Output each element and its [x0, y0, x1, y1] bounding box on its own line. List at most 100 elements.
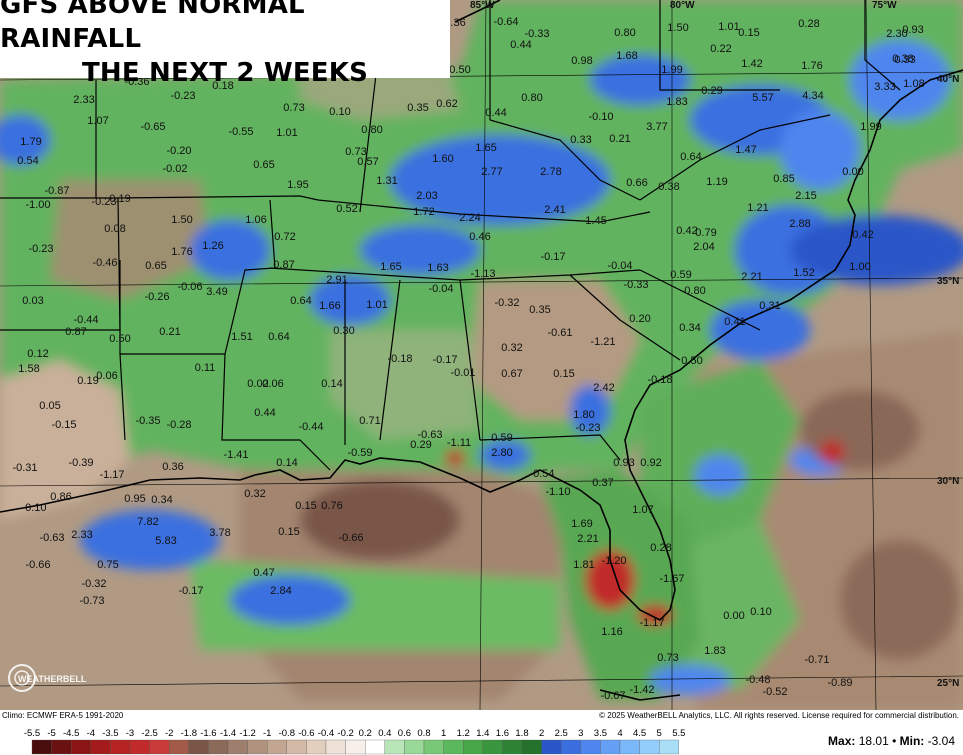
map-value-label: 0.50 [681, 355, 702, 367]
map-value-label: 0.46 [469, 231, 490, 243]
map-value-label: 1.45 [585, 215, 606, 227]
legend-swatch [541, 739, 562, 755]
legend-value-label: 1.2 [457, 728, 470, 739]
lon-label-80w: 80°W [670, 0, 695, 11]
legend-swatch [384, 739, 405, 755]
map-value-label: 1.66 [319, 300, 340, 312]
map-value-label: -0.35 [135, 415, 160, 427]
map-value-label: 0.44 [254, 407, 275, 419]
separator: • [892, 734, 897, 748]
title-line-2: THE NEXT 2 WEEKS [81, 58, 369, 88]
map-value-label: 0.73 [283, 102, 304, 114]
legend-swatch [482, 739, 503, 755]
blue-blob-gulf [230, 575, 350, 625]
lat-label-35n: 35°N [937, 276, 959, 287]
map-value-label: 0.44 [485, 107, 506, 119]
dry-gulf-center [300, 480, 460, 560]
map-value-label: 1.63 [427, 262, 448, 274]
map-value-label: 0.95 [124, 493, 145, 505]
legend-value-label: 1.8 [515, 728, 528, 739]
map-value-label: 1.69 [571, 518, 592, 530]
map-value-label: 0.28 [798, 18, 819, 30]
map-value-label: 0.00 [842, 166, 863, 178]
map-value-label: 0.65 [145, 260, 166, 272]
legend-value-label: -3 [126, 728, 134, 739]
map-value-label: -0.15 [51, 419, 76, 431]
legend-swatch [463, 739, 483, 755]
map-value-label: -0.32 [494, 297, 519, 309]
map-value-label: 2.15 [795, 190, 816, 202]
map-value-label: 0.02 [247, 378, 268, 390]
legend-swatch [286, 739, 307, 755]
legend-swatch [90, 739, 111, 755]
map-value-label: 2.91 [326, 274, 347, 286]
map-value-label: 0.98 [571, 55, 592, 67]
map-value-label: 3.77 [646, 121, 667, 133]
blue-blob-arkansas [190, 220, 270, 280]
map-value-label: 0.29 [410, 439, 431, 451]
map-value-label: -0.31 [12, 462, 37, 474]
map-value-label: 1.01 [276, 127, 297, 139]
map-value-label: -0.06 [177, 281, 202, 293]
map-value-label: 1.50 [667, 22, 688, 34]
blue-blob-ne [850, 40, 950, 120]
map-value-label: -0.59 [347, 447, 372, 459]
legend-value-label: 0.2 [359, 728, 372, 739]
legend-swatch [659, 739, 679, 755]
map-value-label: 1.50 [171, 214, 192, 226]
legend-swatch [267, 739, 287, 755]
map-value-label: 0.87 [65, 326, 86, 338]
map-value-label: -0.67 [600, 690, 625, 702]
map-value-label: -0.17 [540, 251, 565, 263]
map-value-label: -0.66 [25, 559, 50, 571]
legend-swatch [600, 739, 621, 755]
legend-swatch [365, 739, 385, 755]
min-value: -3.04 [927, 734, 955, 748]
map-value-label: -0.17 [178, 585, 203, 597]
map-value-label: 1.76 [171, 246, 192, 258]
map-value-label: 0.65 [253, 159, 274, 171]
tan-west [50, 180, 210, 300]
legend-value-label: -1.8 [181, 728, 197, 739]
map-value-label: -0.66 [338, 532, 363, 544]
map-value-label: -0.23 [575, 422, 600, 434]
map-value-label: 0.22 [710, 43, 731, 55]
map-value-label: 0.28 [650, 542, 671, 554]
map-value-label: 0.20 [629, 313, 650, 325]
map-value-label: 0.76 [321, 500, 342, 512]
map-value-label: 0.06 [262, 378, 283, 390]
map-value-label: 2.84 [270, 585, 291, 597]
map-value-label: -0.23 [28, 243, 53, 255]
max-label: Max: [828, 734, 856, 748]
lat-label-40n: 40°N [937, 74, 959, 85]
map-value-label: -1.13 [470, 268, 495, 280]
legend-value-label: -3.5 [102, 728, 118, 739]
lon-label-75w: 75°W [872, 0, 897, 11]
map-value-label: -1.17 [99, 469, 124, 481]
legend-value-label: 5 [657, 728, 662, 739]
map-value-label: 0.50 [109, 333, 130, 345]
legend-value-label: 5.5 [672, 728, 685, 739]
map-value-label: 0.33 [570, 134, 591, 146]
map-value-label: 0.50 [449, 64, 470, 76]
map-value-label: 2.78 [540, 166, 561, 178]
map-value-label: 1.83 [666, 96, 687, 108]
map-value-label: 1.79 [20, 136, 41, 148]
legend-swatch [325, 739, 346, 755]
legend-swatches [31, 739, 679, 755]
map-value-label: 0.00 [723, 610, 744, 622]
blue-blob-ohio [590, 55, 690, 105]
map-value-label: 0.38 [892, 53, 913, 65]
map-value-label: 0.35 [407, 102, 428, 114]
map-value-label: -0.61 [547, 327, 572, 339]
map-value-label: 1.21 [747, 202, 768, 214]
map-value-label: 0.57 [357, 156, 378, 168]
map-value-label: 0.34 [679, 322, 700, 334]
map-value-label: 0.62 [436, 98, 457, 110]
map-value-label: 4.34 [802, 90, 823, 102]
map-value-label: 0.06 [96, 370, 117, 382]
legend-value-label: -0.8 [279, 728, 295, 739]
legend-value-label: 0.8 [417, 728, 430, 739]
map-value-label: -0.44 [298, 421, 323, 433]
blue-blob-panhandle [480, 440, 530, 470]
